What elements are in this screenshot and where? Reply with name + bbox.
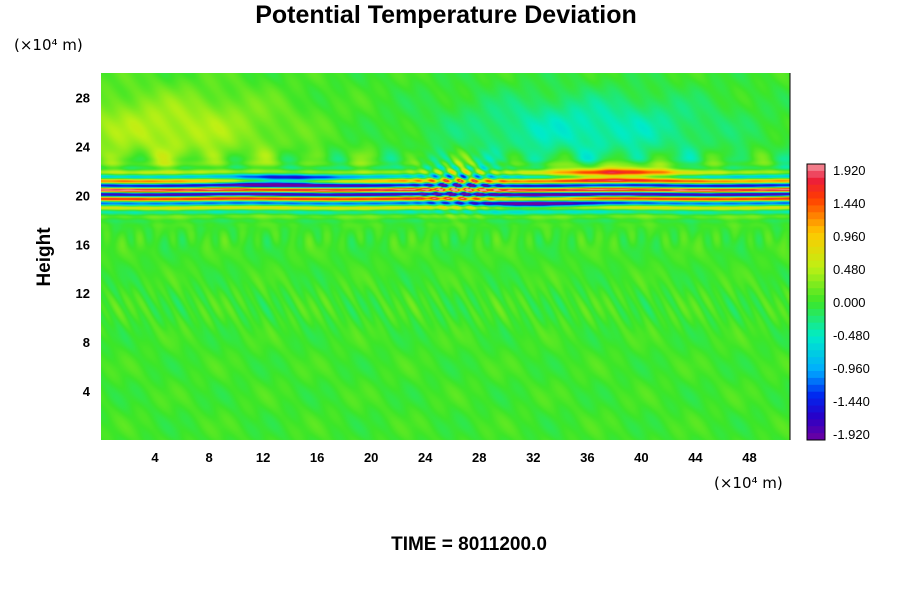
y-tick-label: 12 xyxy=(76,286,90,301)
colorbar-segment xyxy=(807,371,825,379)
colorbar-segment xyxy=(807,295,825,303)
y-tick-label: 28 xyxy=(76,90,90,105)
colorbar-segment xyxy=(807,267,825,275)
colorbar-segment xyxy=(807,350,825,358)
colorbar-segment xyxy=(807,239,825,248)
colorbar-tick-label: -1.920 xyxy=(833,427,870,442)
plot-area xyxy=(101,73,790,440)
x-tick-label: 16 xyxy=(310,450,324,465)
x-tick-label: 28 xyxy=(472,450,486,465)
y-tick-label: 8 xyxy=(83,335,90,350)
x-tick-label: 8 xyxy=(205,450,212,465)
colorbar-segment xyxy=(807,364,825,372)
colorbar-tick-label: -0.960 xyxy=(833,361,870,376)
colorbar-segment xyxy=(807,226,825,234)
colorbar-segment xyxy=(807,357,825,365)
colorbar-segment xyxy=(807,191,825,199)
y-tick-label: 20 xyxy=(76,188,90,203)
y-axis-label: Height xyxy=(34,227,55,287)
colorbar-segment xyxy=(807,198,825,206)
colorbar-segment xyxy=(807,433,825,441)
colorbar-tick-label: 0.960 xyxy=(833,229,866,244)
colorbar-segment xyxy=(807,302,825,310)
heatmap-field xyxy=(101,73,790,440)
colorbar-segment xyxy=(807,405,825,413)
colorbar-segment xyxy=(807,336,825,344)
x-tick-label: 48 xyxy=(742,450,756,465)
colorbar-tick-labels: 1.920 1.440 0.960 0.480 0.000 -0.480 -0.960 -1.… xyxy=(833,163,870,442)
x-tick-label: 44 xyxy=(688,450,703,465)
colorbar-segment xyxy=(807,426,825,434)
y-axis-unit: (×10⁴ m) xyxy=(14,36,83,54)
colorbar-segment xyxy=(807,164,825,172)
colorbar-segment xyxy=(807,212,825,220)
colorbar-tick-label: -0.480 xyxy=(833,328,870,343)
colorbar-segment xyxy=(807,377,825,386)
y-tick-label: 4 xyxy=(83,384,91,399)
x-tick-label: 12 xyxy=(256,450,270,465)
colorbar-segment xyxy=(807,246,825,255)
colorbar-segment xyxy=(807,398,825,406)
colorbar-segment xyxy=(807,281,825,289)
colorbar-segment xyxy=(807,308,825,317)
colorbar-segment xyxy=(807,391,825,400)
colorbar-segment xyxy=(807,315,825,324)
colorbar-segment xyxy=(807,205,825,213)
colorbar-segment xyxy=(807,322,825,331)
y-tick-labels: 4 8 12 16 20 24 28 xyxy=(76,90,91,399)
colorbar-tick-label: -1.440 xyxy=(833,394,870,409)
x-axis-unit: (×10⁴ m) xyxy=(714,474,783,492)
colorbar-segment xyxy=(807,233,825,241)
colorbar-segment xyxy=(807,177,825,186)
colorbar-segment xyxy=(807,274,825,282)
colorbar-segment xyxy=(807,384,825,393)
y-tick-label: 16 xyxy=(76,237,90,252)
colorbar-tick-label: 1.920 xyxy=(833,163,866,178)
x-tick-label: 20 xyxy=(364,450,378,465)
colorbar-frame xyxy=(806,163,826,441)
colorbar-tick-label: 0.000 xyxy=(833,295,866,310)
colorbar-tick-label: 1.440 xyxy=(833,196,866,211)
colorbar-segment xyxy=(807,412,825,420)
x-tick-label: 36 xyxy=(580,450,594,465)
colorbar-segment xyxy=(807,219,825,227)
time-label: TIME = 8011200.0 xyxy=(391,534,547,555)
colorbar-segment xyxy=(807,184,825,193)
colorbar-segment xyxy=(807,343,825,351)
x-tick-labels: 4 8 12 16 20 24 28 32 36 40 44 48 xyxy=(151,450,756,465)
y-tick-label: 24 xyxy=(76,139,91,154)
colorbar-segment xyxy=(807,253,825,262)
colorbar-segment xyxy=(807,288,825,296)
x-tick-label: 24 xyxy=(418,450,433,465)
colorbar xyxy=(807,164,825,441)
x-tick-label: 4 xyxy=(151,450,159,465)
colorbar-segment xyxy=(807,260,825,268)
colorbar-segment xyxy=(807,329,825,337)
chart-title: Potential Temperature Deviation xyxy=(255,1,637,29)
x-tick-label: 40 xyxy=(634,450,648,465)
colorbar-segment xyxy=(807,419,825,427)
colorbar-tick-label: 0.480 xyxy=(833,262,866,277)
colorbar-segment xyxy=(807,170,825,179)
x-tick-label: 32 xyxy=(526,450,540,465)
